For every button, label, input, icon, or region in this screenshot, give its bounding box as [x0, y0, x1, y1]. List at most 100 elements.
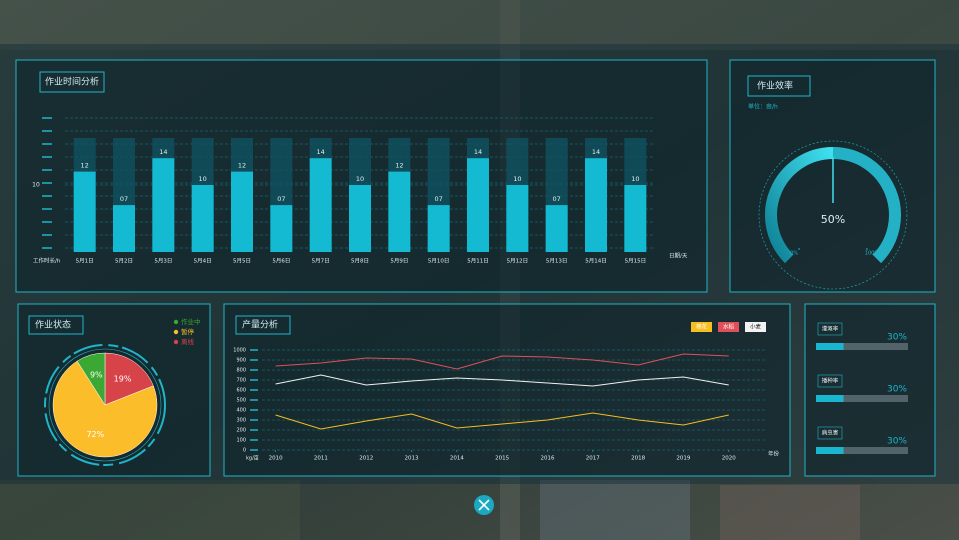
progress-track — [816, 343, 908, 350]
progress-track — [816, 395, 908, 402]
gauge-value — [765, 147, 834, 264]
bar-value-label: 10 — [356, 175, 364, 183]
label-frame — [817, 322, 843, 336]
legend-label: 小麦 — [750, 323, 762, 331]
x-tick-label: 2018 — [631, 456, 645, 462]
pie-label: 72% — [86, 430, 104, 439]
panel-title: 作业效率 — [757, 80, 793, 92]
bar-value-label: 07 — [277, 195, 285, 203]
x-tick-label: 2019 — [676, 456, 690, 462]
pie-label: 9% — [90, 371, 103, 380]
x-tick-label: 5月14日 — [585, 258, 607, 265]
bar-value-label: 10 — [631, 175, 639, 183]
bar — [73, 171, 96, 252]
x-axis-label: 年份 — [768, 450, 780, 458]
pie-slice — [76, 352, 106, 406]
gauge-value-label: 50% — [821, 213, 845, 226]
legend-swatch — [718, 322, 739, 332]
pie-slice — [104, 352, 154, 406]
progress-label: 播种率 — [822, 377, 839, 385]
legend-label: 暂停 — [181, 327, 195, 336]
x-tick-label: 2020 — [722, 456, 736, 462]
bar — [270, 205, 293, 252]
gauge-tick-label: 0% — [790, 250, 798, 256]
x-tick-label: 2016 — [540, 456, 554, 462]
x-axis-label: 日期/天 — [669, 253, 688, 260]
bar-value-label: 07 — [120, 195, 128, 203]
progress-bar — [816, 395, 844, 402]
y-tick-label: 400 — [236, 408, 246, 414]
x-tick-label: 2014 — [450, 456, 464, 462]
series-line — [275, 353, 729, 370]
legend-label: 棉花 — [696, 323, 708, 331]
x-tick-label: 5月1日 — [76, 258, 94, 265]
y-tick-label: 500 — [236, 398, 246, 404]
y-tick-label: 600 — [236, 388, 246, 394]
x-tick-label: 2010 — [269, 456, 283, 462]
y-axis-label: 工作时长/h — [33, 257, 61, 265]
bar — [152, 158, 175, 252]
bar — [113, 205, 135, 252]
progress-value-label: 30% — [887, 333, 907, 343]
unit-label: 单位：亩/h — [748, 103, 778, 111]
series-line — [275, 374, 729, 387]
close-button[interactable] — [474, 495, 494, 515]
x-tick-label: 5月11日 — [467, 258, 489, 265]
legend-label: 离线 — [181, 337, 195, 346]
bar-value-label: 07 — [435, 195, 443, 203]
progress-value-label: 30% — [887, 437, 907, 447]
y-tick-label: 900 — [236, 358, 246, 364]
pie-slice — [52, 360, 158, 458]
panel-title: 产量分析 — [242, 319, 278, 331]
bar — [467, 158, 489, 252]
deco-ring — [44, 344, 166, 466]
bar — [506, 185, 529, 252]
bar — [309, 158, 332, 252]
x-tick-label: 5月13日 — [546, 258, 568, 265]
series-line — [275, 412, 729, 430]
panel-title: 作业时间分析 — [45, 76, 99, 88]
x-tick-label: 5月7日 — [312, 258, 330, 265]
bar — [349, 185, 371, 252]
bar — [427, 205, 450, 252]
y-axis-label: kg/亩 — [246, 455, 259, 462]
bar-value-label: 10 — [513, 175, 521, 183]
x-tick-label: 5月12日 — [507, 258, 529, 265]
gauge-rest — [832, 147, 901, 264]
bar-value-label: 14 — [159, 148, 167, 156]
gauge-tick-label: 100% — [865, 250, 880, 256]
legend-swatch — [173, 339, 179, 345]
legend-label: 水稻 — [723, 323, 735, 331]
x-tick-label: 5月15日 — [625, 258, 647, 265]
x-tick-label: 2011 — [314, 456, 328, 462]
bar — [191, 185, 214, 252]
y-tick-label: 700 — [236, 378, 246, 384]
y-tick-label: 10 — [32, 182, 40, 189]
bar-value-label: 12 — [238, 162, 246, 170]
x-tick-label: 5月10日 — [428, 258, 450, 265]
x-tick-label: 2012 — [359, 456, 373, 462]
x-tick-label: 2017 — [586, 456, 600, 462]
bar — [388, 171, 411, 252]
bar — [624, 185, 647, 252]
close-icon[interactable] — [478, 499, 490, 511]
bar-value-label: 12 — [81, 162, 89, 170]
bar-value-label: 07 — [553, 195, 561, 203]
bar — [545, 205, 568, 252]
bar-value-label: 10 — [199, 175, 207, 183]
x-tick-label: 5月2日 — [115, 258, 133, 265]
gauge-tick — [798, 248, 800, 250]
x-tick-label: 5月6日 — [272, 258, 290, 265]
legend-swatch — [745, 322, 766, 332]
progress-label: 病虫害 — [822, 429, 839, 437]
deco-ring — [48, 348, 162, 462]
legend-swatch — [173, 319, 179, 325]
bar — [231, 171, 253, 252]
bar — [585, 158, 607, 252]
y-tick-label: 300 — [236, 418, 246, 424]
y-tick-label: 800 — [236, 368, 246, 374]
x-tick-label: 5月8日 — [351, 258, 369, 265]
